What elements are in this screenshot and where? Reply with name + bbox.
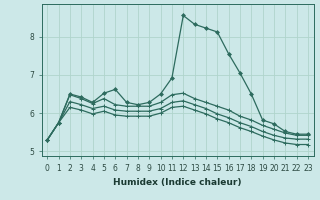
X-axis label: Humidex (Indice chaleur): Humidex (Indice chaleur): [113, 178, 242, 187]
